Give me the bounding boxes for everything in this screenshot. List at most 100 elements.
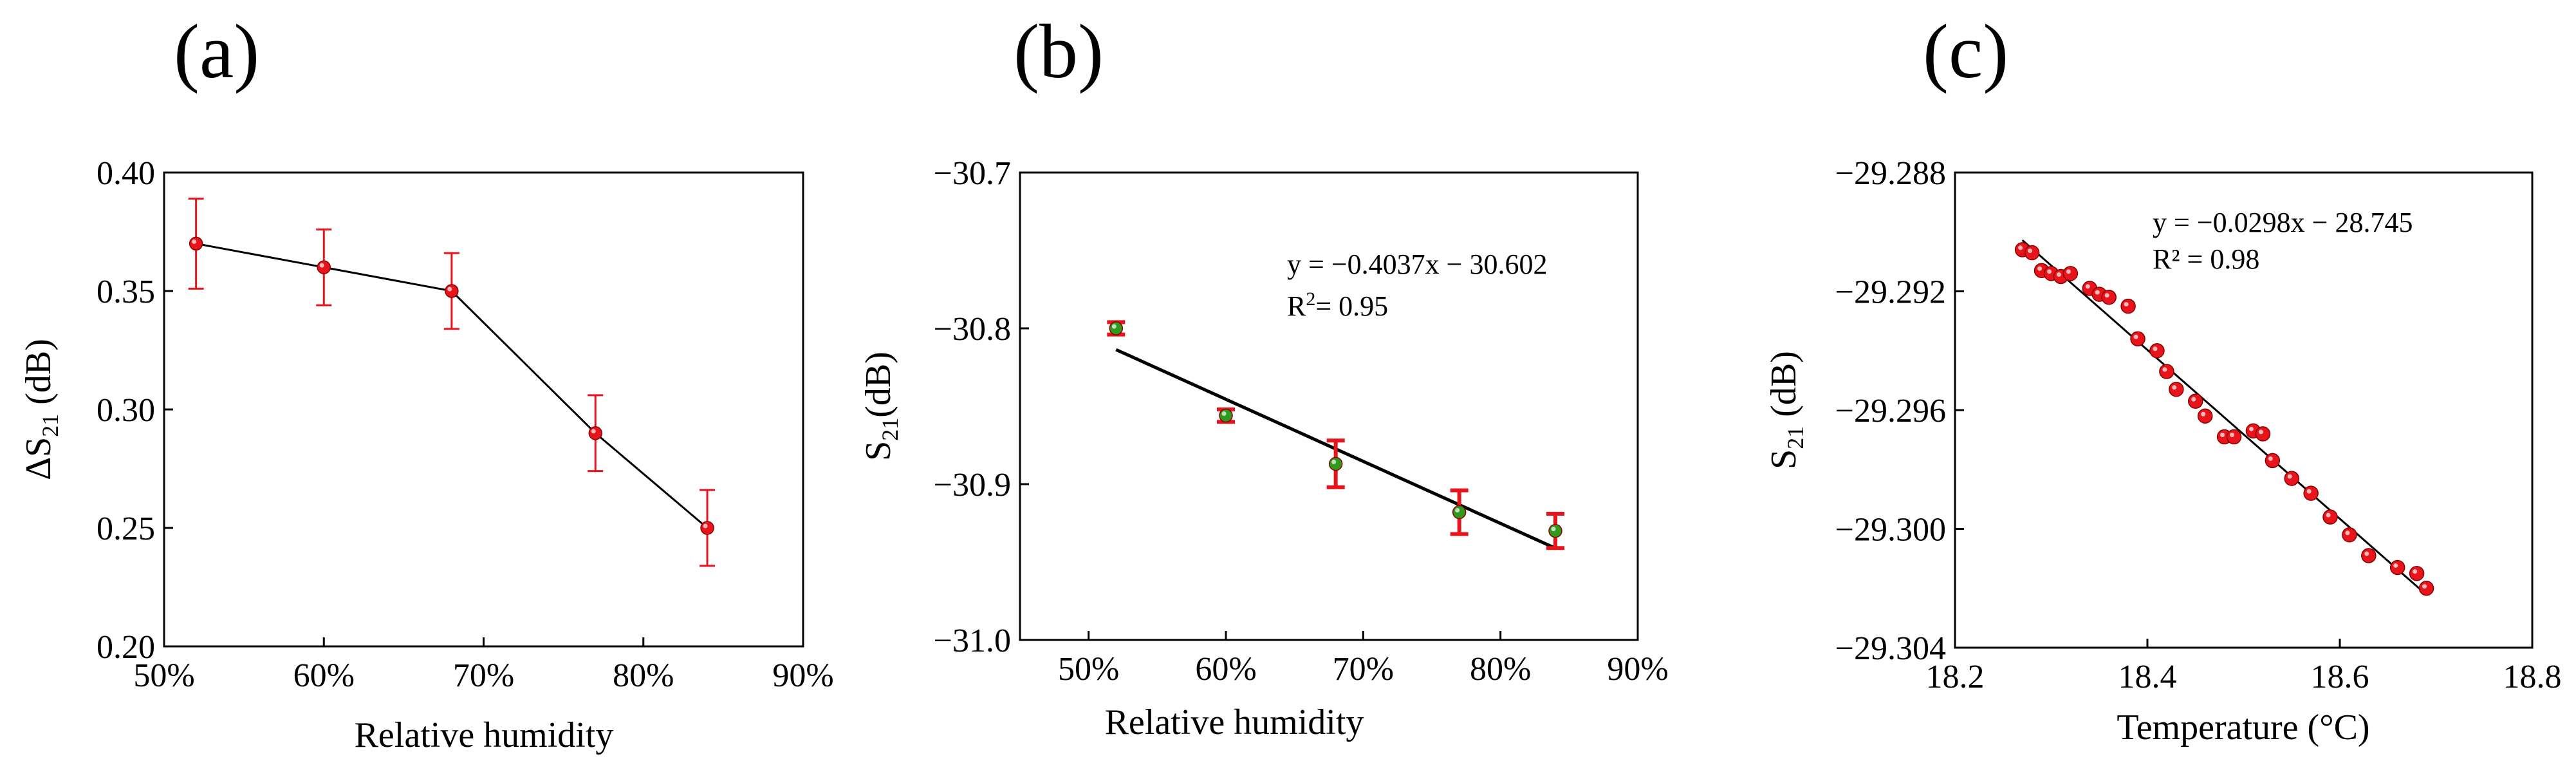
panel-a-x-tick-label: 60% [293, 657, 355, 694]
panel-c-axes: 18.2 18.4 18.6 18.8 −29.304 −29.300 −29.296 −29… [1835, 155, 2562, 695]
panel-a-x-axis-label: Relative humidity [355, 715, 614, 755]
panel-b-y-tick-label: −30.7 [934, 155, 1011, 192]
panel-c-data-point-highlight [2104, 293, 2109, 298]
panel-a-y-tick-label: 0.20 [97, 629, 155, 666]
panel-a-label: (a) [174, 8, 259, 94]
panel-b-data-point-highlight [1331, 460, 1337, 465]
panel-b-data-point-highlight [1111, 324, 1117, 329]
panel-b-y-axis-label: S21(dB) [858, 352, 903, 461]
panel-c-data-point [2418, 581, 2434, 596]
panel-c-data-point-highlight [2345, 531, 2350, 536]
panel-b-x-axis-label: Relative humidity [1105, 702, 1364, 742]
panel-c-data-point [2389, 559, 2405, 576]
panel-c-y-tick-label: −29.304 [1835, 630, 1946, 667]
panel-a-y-axis-label: ΔS21 (dB) [19, 339, 63, 480]
panel-a-ylabel-prefix: ΔS [19, 437, 59, 480]
panel-b-ylabel-prefix: S [858, 441, 898, 461]
panel-b-plot-frame [1019, 171, 1639, 641]
panel-c-data-point [2062, 266, 2079, 281]
panel-b-x-tick-label: 60% [1195, 651, 1256, 688]
panel-c-data-point-highlight [2248, 426, 2254, 431]
panel-c-x-tick-label: 18.4 [2118, 659, 2177, 695]
panel-c-data-point [2120, 298, 2136, 314]
panel-c-data-point [2197, 408, 2213, 424]
panel-c-x-tick-label: 18.2 [1926, 659, 1985, 695]
panel-a: (a) 50% 60% 70% 80% 90%0.200.250.300.350.40 … [19, 8, 834, 755]
panel-c-data-point-highlight [2056, 272, 2061, 277]
panel-c-y-axis-label: S21 (dB) [1764, 351, 1808, 469]
panel-c-data-point-highlight [2018, 245, 2023, 250]
panel-c-data-point [2303, 485, 2319, 501]
panel-c-y-tick-label: −29.292 [1835, 274, 1946, 311]
panel-c-x-tick-label: 18.6 [2311, 659, 2369, 695]
panel-c-fit-line [2021, 239, 2427, 596]
panel-c-fit-equation: y = −0.0298x − 28.745 [2153, 207, 2413, 238]
panel-c-y-tick-label: −29.296 [1835, 393, 1946, 429]
panel-c-data-point-highlight [2268, 456, 2273, 461]
panel-c-data-point [2188, 393, 2203, 409]
panel-b-label: (b) [1014, 8, 1104, 94]
panel-a-y-tick-label: 0.30 [97, 392, 155, 429]
panel-a-ylabel-sub: 21 [37, 414, 63, 437]
panel-a-data-point-highlight [192, 239, 197, 244]
panel-c-data-point-highlight [2124, 302, 2129, 307]
panel-c-data-point-highlight [2413, 569, 2418, 574]
panel-b-x-tick-label: 90% [1607, 651, 1668, 688]
panel-c-data-point [2101, 289, 2117, 305]
panel-c-data-point [2265, 453, 2281, 469]
panel-b-data-point-highlight [1455, 508, 1460, 513]
panel-a-axes: 50% 60% 70% 80% 90% 0.20 0.25 0.30 0.35 0.40 [97, 155, 834, 694]
panel-b-data-point [1548, 523, 1562, 538]
panel-b-ylabel-sub: 21 [877, 418, 903, 441]
panel-c-data-point-highlight [2172, 385, 2177, 390]
panel-c-data-point-highlight [2230, 433, 2235, 438]
panel-b-ylabel-suffix: (dB) [858, 352, 898, 418]
panel-a-data-point [445, 284, 459, 298]
panel-c-ylabel-prefix: S [1764, 449, 1804, 469]
panel-c-data-point-highlight [2133, 334, 2138, 339]
panel-c-data-point-highlight [2326, 512, 2331, 518]
panel-c-data-point [2149, 343, 2165, 359]
panel-c-data-point-highlight [2085, 284, 2090, 289]
panel-c-ylabel-sub: 21 [1783, 426, 1808, 449]
panel-c-data-point [2255, 426, 2271, 442]
panel-c-data-point-highlight [2066, 269, 2071, 274]
panel-c-data-point [2322, 509, 2338, 525]
panel-b-y-tick-label: −30.9 [934, 467, 1011, 503]
panel-c-data-point [2169, 381, 2184, 397]
panel-a-x-tick-label: 70% [453, 657, 514, 694]
panel-c-data-point [2409, 565, 2425, 581]
panel-c-r-squared: R² = 0.98 [2153, 243, 2259, 275]
panel-b-x-tick-label: 80% [1470, 651, 1531, 688]
panel-c-data-point-highlight [2028, 249, 2033, 254]
panel-a-data-point-highlight [703, 523, 708, 529]
panel-c-data-point [2024, 245, 2040, 261]
panel-c-data-point-highlight [2201, 411, 2206, 417]
panel-c-data-point-highlight [2220, 433, 2225, 438]
panel-b-data-point-highlight [1221, 411, 1227, 417]
panel-c-data-point [2284, 471, 2299, 486]
panel-a-y-tick-label: 0.40 [97, 155, 155, 192]
panel-b-y-tick-label: −31.0 [934, 623, 1011, 659]
panel-c-y-tick-label: −29.288 [1835, 155, 1946, 192]
panel-c-ylabel-suffix: (dB) [1764, 351, 1804, 426]
panel-b-y-tick-label: −30.8 [934, 311, 1011, 348]
panel-c-data-point [2342, 527, 2357, 543]
panel-c-data-point [2361, 548, 2377, 563]
panel-b-data-point [1328, 456, 1343, 471]
panel-c-x-tick-label: 18.8 [2503, 659, 2562, 695]
panel-a-data-point [317, 260, 331, 274]
panel-b-r-squared: R2= 0.95 [1287, 288, 1388, 322]
panel-c-data-point [2159, 364, 2174, 379]
panel-a-x-tick-label: 50% [133, 657, 194, 694]
panel-c-y-tick-label: −29.300 [1835, 512, 1946, 549]
panel-c-label: (c) [1923, 8, 2008, 94]
panel-a-data-point [588, 426, 603, 440]
panel-b-r2-value: = 0.95 [1315, 290, 1388, 322]
panel-c-data-point-highlight [2191, 397, 2196, 402]
panel-a-plot-frame [163, 171, 804, 648]
panel-b-axes: 50% 60% 70% 80% 90% −31.0 −30.9 −30.8 −30.7 [934, 155, 1669, 688]
panel-c-data-point [2130, 331, 2145, 347]
panel-c-data-point-highlight [2162, 367, 2167, 372]
panel-b-r2-label: R [1287, 290, 1306, 322]
